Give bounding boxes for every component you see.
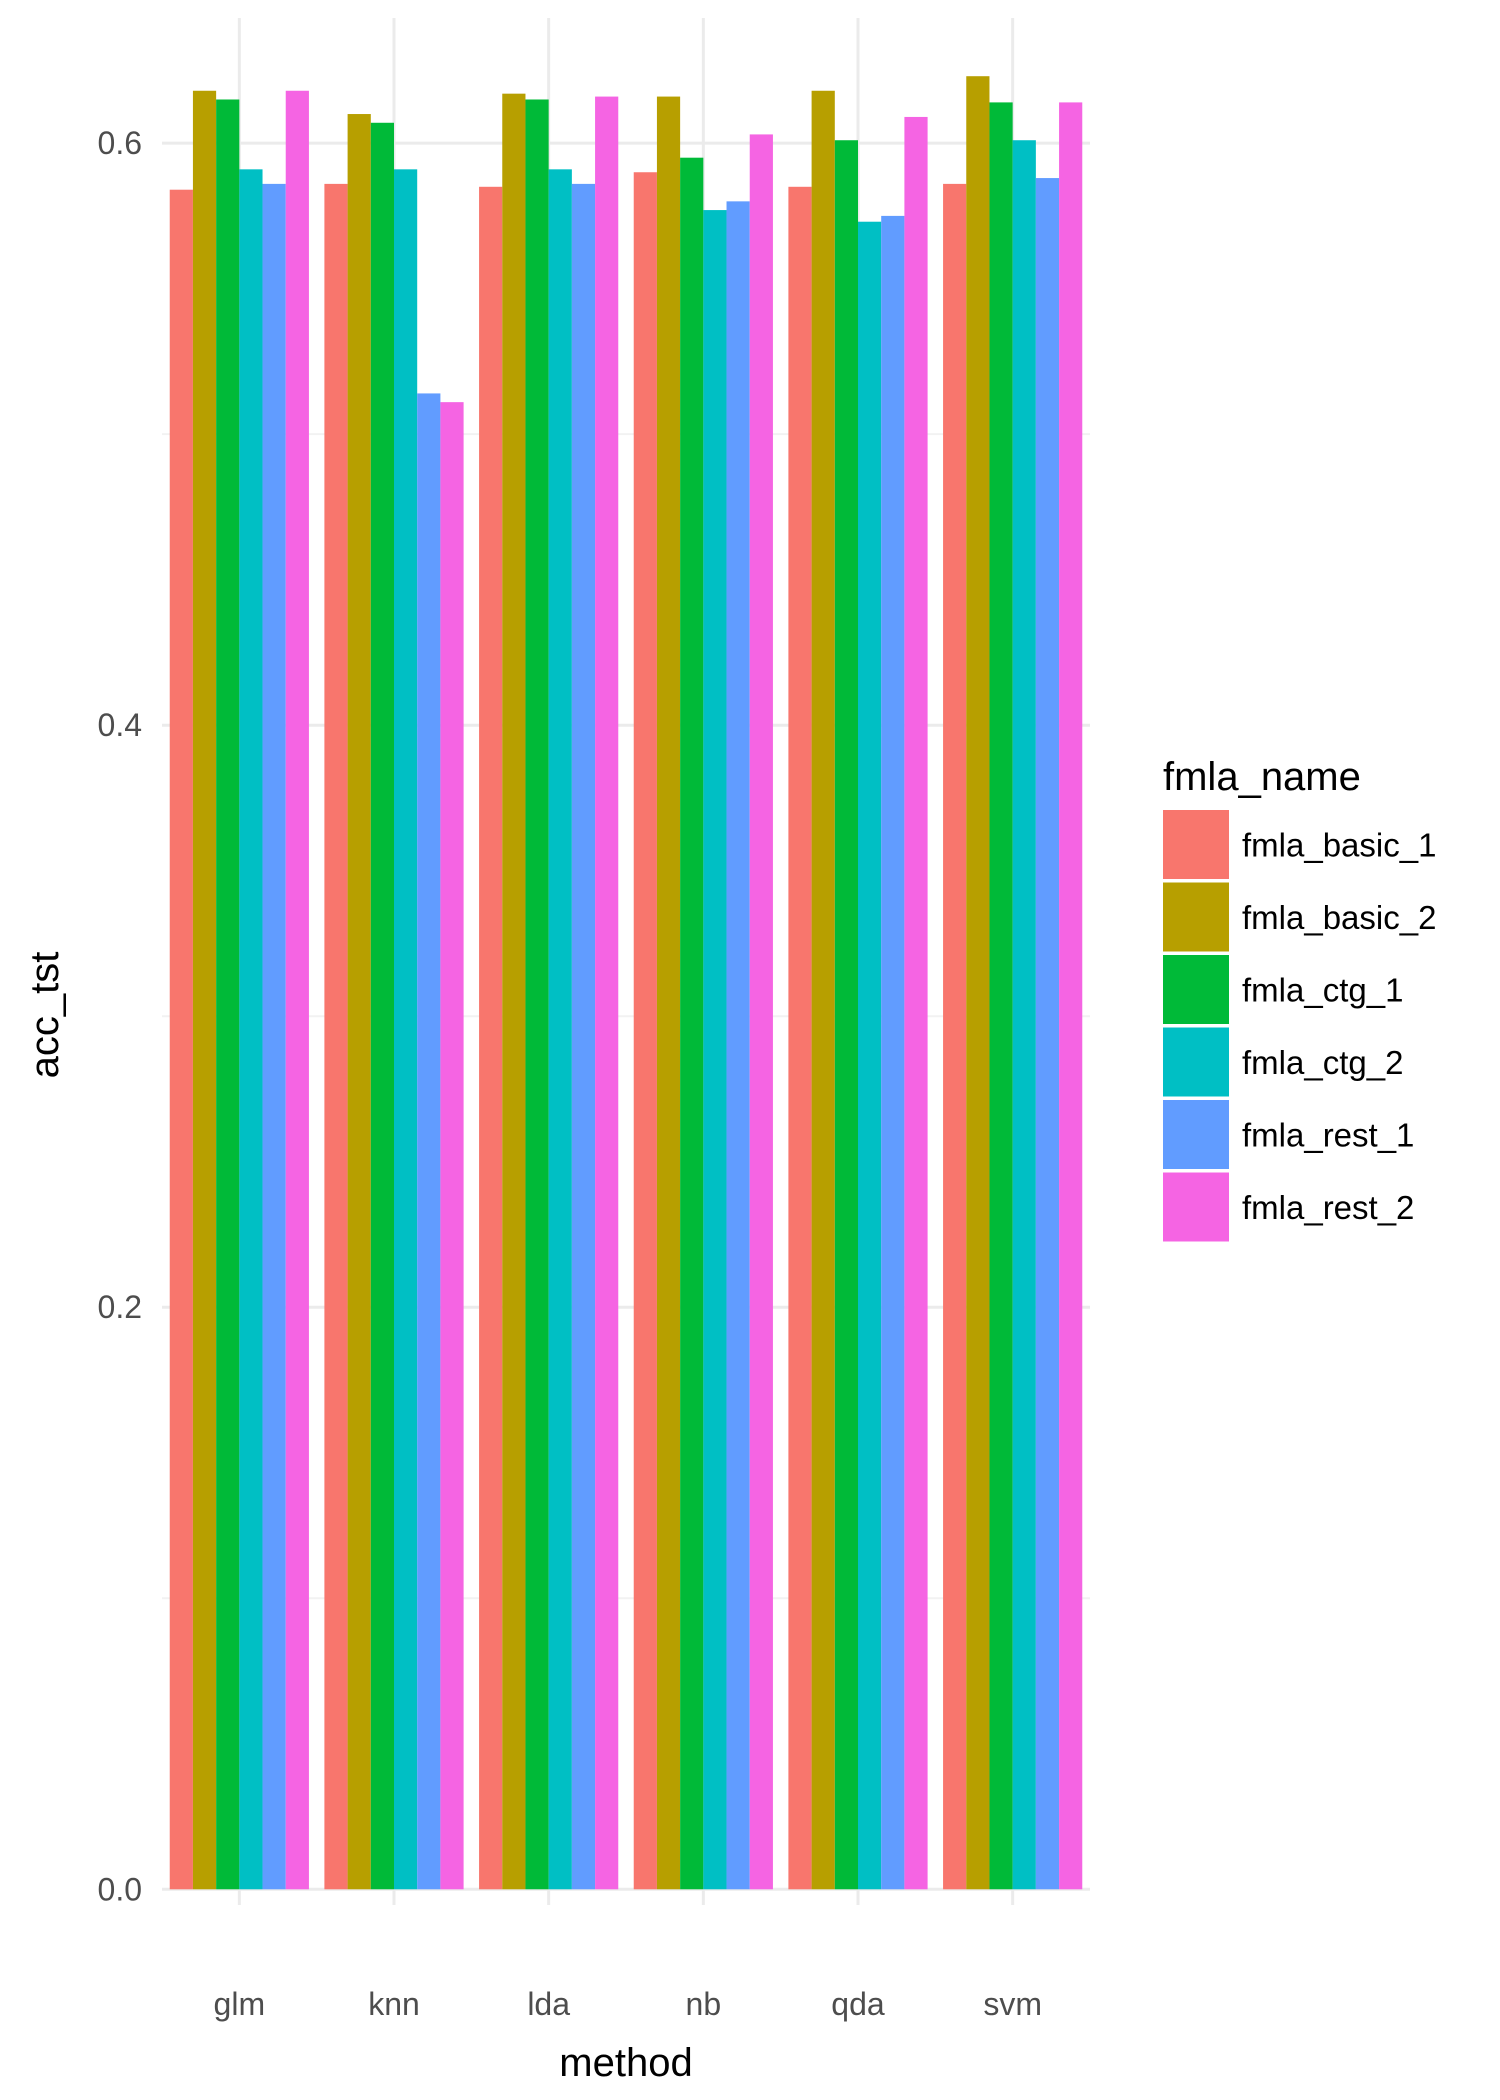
x-tick-label: nb xyxy=(686,1986,722,2022)
bar xyxy=(1012,140,1036,1890)
bar xyxy=(881,215,905,1890)
bar xyxy=(1059,102,1083,1890)
bar xyxy=(479,186,503,1890)
legend-label: fmla_basic_2 xyxy=(1242,899,1436,936)
bar xyxy=(943,183,967,1890)
legend-key xyxy=(1163,810,1229,879)
bar xyxy=(394,169,418,1890)
bar xyxy=(989,102,1013,1890)
bar xyxy=(1035,178,1060,1890)
bar xyxy=(192,90,217,1890)
legend-key xyxy=(1163,882,1229,952)
bar xyxy=(239,169,263,1890)
y-tick-label: 0.2 xyxy=(98,1289,142,1325)
legend-key xyxy=(1163,955,1229,1024)
bar xyxy=(703,210,727,1890)
bar xyxy=(966,76,990,1890)
x-axis-title: method xyxy=(559,2041,692,2085)
bar xyxy=(440,402,464,1890)
x-axis-ticks: glm knn lda nb qda svm xyxy=(214,1986,1042,2022)
x-tick-label: svm xyxy=(983,1986,1042,2022)
bar xyxy=(749,134,773,1890)
legend-label: fmla_ctg_1 xyxy=(1242,972,1403,1009)
y-axis-ticks: 0.0 0.2 0.4 0.6 xyxy=(98,125,142,1907)
bar xyxy=(324,183,348,1890)
bar xyxy=(262,183,286,1890)
bar xyxy=(502,93,526,1890)
bar xyxy=(788,186,812,1890)
bar xyxy=(347,114,371,1890)
bar xyxy=(370,122,394,1890)
legend-key xyxy=(1163,1027,1229,1097)
x-tick-label: glm xyxy=(214,1986,266,2022)
bar xyxy=(285,90,309,1890)
legend-label: fmla_ctg_2 xyxy=(1242,1044,1403,1081)
x-tick-label: knn xyxy=(368,1986,420,2022)
legend-label: fmla_rest_2 xyxy=(1242,1189,1414,1226)
legend: fmla_name fmla_basic_1 fmla_basic_2 fmla_c… xyxy=(1163,755,1436,1242)
legend-title: fmla_name xyxy=(1163,755,1361,799)
legend-label: fmla_basic_1 xyxy=(1242,827,1436,864)
bar xyxy=(548,169,572,1890)
x-tick-label: qda xyxy=(831,1986,885,2022)
bar xyxy=(726,201,750,1890)
bar xyxy=(858,221,882,1890)
bar xyxy=(680,157,704,1890)
bar xyxy=(571,183,596,1890)
bar xyxy=(216,99,240,1890)
y-axis-title: acc_tst xyxy=(23,952,67,1079)
bar xyxy=(904,116,928,1890)
bar xyxy=(169,189,193,1890)
bar xyxy=(656,96,681,1890)
bar xyxy=(525,99,549,1890)
x-tick-label: lda xyxy=(527,1986,570,2022)
bar xyxy=(811,90,835,1890)
y-tick-label: 0.0 xyxy=(98,1871,142,1907)
bars xyxy=(169,76,1083,1890)
legend-key xyxy=(1163,1100,1229,1169)
bar xyxy=(633,172,657,1890)
bar xyxy=(834,140,858,1890)
y-tick-label: 0.6 xyxy=(98,125,142,161)
bar xyxy=(417,393,441,1890)
y-tick-label: 0.4 xyxy=(98,707,142,743)
legend-label: fmla_rest_1 xyxy=(1242,1117,1414,1154)
bar xyxy=(595,96,619,1890)
legend-key xyxy=(1163,1172,1229,1242)
